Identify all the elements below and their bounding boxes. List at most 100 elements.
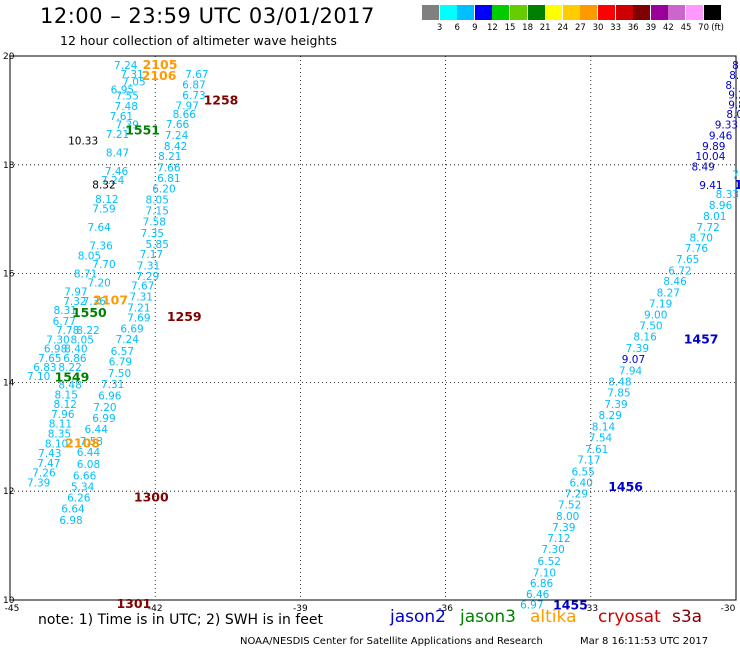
swh-data-label: 8.48 xyxy=(608,376,631,388)
swh-data-label: 7.31 xyxy=(101,379,124,391)
swh-data-label: 6.57 xyxy=(111,346,134,358)
swh-data-label: 6.44 xyxy=(85,424,109,436)
swh-data-label: 7.17 xyxy=(577,455,600,467)
swh-data-label: 7.61 xyxy=(110,111,133,123)
swh-data-label: 6.95 xyxy=(111,85,134,97)
swh-data-label: 1457 xyxy=(684,331,719,346)
color-swatch xyxy=(527,5,545,20)
swh-data-label: 7.24 xyxy=(101,175,125,187)
swh-data-label: 6.73 xyxy=(182,90,205,102)
swh-data-label: 9.2 xyxy=(728,90,740,102)
color-scale-label: 9 xyxy=(472,23,478,33)
legend-cryosat: cryosat xyxy=(598,607,661,627)
swh-data-label: 7.69 xyxy=(127,313,150,325)
swh-data-label: 6.98 xyxy=(59,515,82,527)
swh-data-label: 6.79 xyxy=(109,357,132,369)
color-swatch xyxy=(474,5,492,20)
swh-data-label: 7.24 xyxy=(114,60,138,72)
swh-data-label: 8.48 xyxy=(58,380,81,392)
swh-data-label: 7.30 xyxy=(541,544,564,556)
color-swatch xyxy=(615,5,633,20)
swh-data-label: 1551 xyxy=(125,123,160,138)
swh-data-label: 7.48 xyxy=(115,101,138,113)
swh-data-label: 7.55 xyxy=(116,91,139,103)
swh-data-label: 7.46 xyxy=(105,166,129,178)
swh-data-label: 2108 xyxy=(65,435,100,450)
color-swatch xyxy=(650,5,668,20)
swh-data-label: 7.70 xyxy=(92,259,115,271)
color-swatch xyxy=(633,5,651,20)
swh-data-label: 2107 xyxy=(93,292,128,307)
swh-data-label: 6.44 xyxy=(77,447,101,459)
x-tick-label: -36 xyxy=(438,604,453,614)
color-scale-label: 27 xyxy=(574,23,586,33)
swh-data-label: 7.39 xyxy=(604,399,627,411)
generated-timestamp: Mar 8 16:11:53 UTC 2017 xyxy=(580,636,709,647)
color-swatch xyxy=(439,5,457,20)
x-tick-label: -30 xyxy=(721,604,736,614)
swh-data-label: 6.26 xyxy=(67,493,91,505)
color-scale-label: 18 xyxy=(522,23,534,33)
swh-data-label: 7.19 xyxy=(649,299,672,311)
swh-data-label: 8.11 xyxy=(49,419,72,431)
color-scale-label: 36 xyxy=(627,23,639,33)
swh-data-label: 6.66 xyxy=(73,470,97,482)
swh-data-label: 6.55 xyxy=(571,467,594,479)
swh-data-label: 7.30 xyxy=(46,334,69,346)
swh-data-label: 10.04 xyxy=(695,151,725,163)
swh-data-label: 9.89 xyxy=(702,141,725,153)
swh-data-label: 7.52 xyxy=(558,499,581,511)
swh-data-label: 7.20 xyxy=(87,277,110,289)
x-tick-label: -33 xyxy=(583,604,598,614)
swh-data-label: 7.44 xyxy=(732,170,740,182)
swh-data-label: 8.46 xyxy=(663,276,687,288)
color-swatch xyxy=(668,5,686,20)
color-scale-label: 12 xyxy=(486,23,498,33)
swh-data-label: 8. xyxy=(725,80,735,92)
color-swatch xyxy=(562,5,580,20)
swh-data-label: 8.05 xyxy=(726,109,740,121)
swh-data-label: 1300 xyxy=(134,490,169,505)
swh-data-label: 7.15 xyxy=(146,205,169,217)
swh-data-label: 8.31 xyxy=(54,305,77,317)
swh-data-label: 7.54 xyxy=(589,432,613,444)
color-scale-label: 33 xyxy=(610,23,622,33)
chart-subtitle: 12 hour collection of altimeter wave hei… xyxy=(60,33,337,48)
swh-data-label: 9.07 xyxy=(622,354,645,366)
swh-data-label: 7.59 xyxy=(92,203,115,215)
swh-data-label: 8.16 xyxy=(633,332,657,344)
swh-data-label: 7.96 xyxy=(51,409,75,421)
swh-data-label: 1456 xyxy=(608,479,643,494)
color-swatch xyxy=(457,5,475,20)
swh-data-label: 6.81 xyxy=(157,173,180,185)
color-scale-label: 70 xyxy=(698,23,710,33)
swh-data-label: 7.10 xyxy=(533,567,556,579)
color-scale-label: 42 xyxy=(662,23,674,33)
swh-data-label: 6.77 xyxy=(53,316,76,328)
swh-data-label: 9.00 xyxy=(644,309,667,321)
swh-data-label: 8. xyxy=(729,70,739,82)
swh-data-label: 8.70 xyxy=(690,233,713,245)
swh-data-label: 8.29 xyxy=(599,410,622,422)
color-swatch xyxy=(545,5,563,20)
swh-data-label: 7.20 xyxy=(93,402,116,414)
y-tick-label: 18 xyxy=(3,161,15,171)
legend-altika: altika xyxy=(530,607,577,627)
swh-data-label: 8.42 xyxy=(164,141,187,153)
swh-data-label: 1549 xyxy=(55,370,90,385)
swh-data-label: 7.31 xyxy=(137,260,160,272)
swh-data-label: 7.50 xyxy=(108,368,131,380)
color-scale-label: 39 xyxy=(645,23,657,33)
swh-data-label: 8 xyxy=(732,60,739,72)
swh-data-label: 7.26 xyxy=(32,468,56,480)
legend-jason3: jason3 xyxy=(460,607,516,627)
swh-data-label: 14 xyxy=(734,177,740,192)
color-swatch xyxy=(422,5,439,20)
swh-data-label: 8.47 xyxy=(106,147,129,159)
swh-data-label: 7.21 xyxy=(127,302,150,314)
swh-data-label: 7.78 xyxy=(56,325,79,337)
swh-data-label: 7.39 xyxy=(116,120,139,132)
y-tick-label: 14 xyxy=(3,378,15,388)
swh-data-label: 6.99 xyxy=(92,413,115,425)
swh-data-label: 7.76 xyxy=(685,243,709,255)
